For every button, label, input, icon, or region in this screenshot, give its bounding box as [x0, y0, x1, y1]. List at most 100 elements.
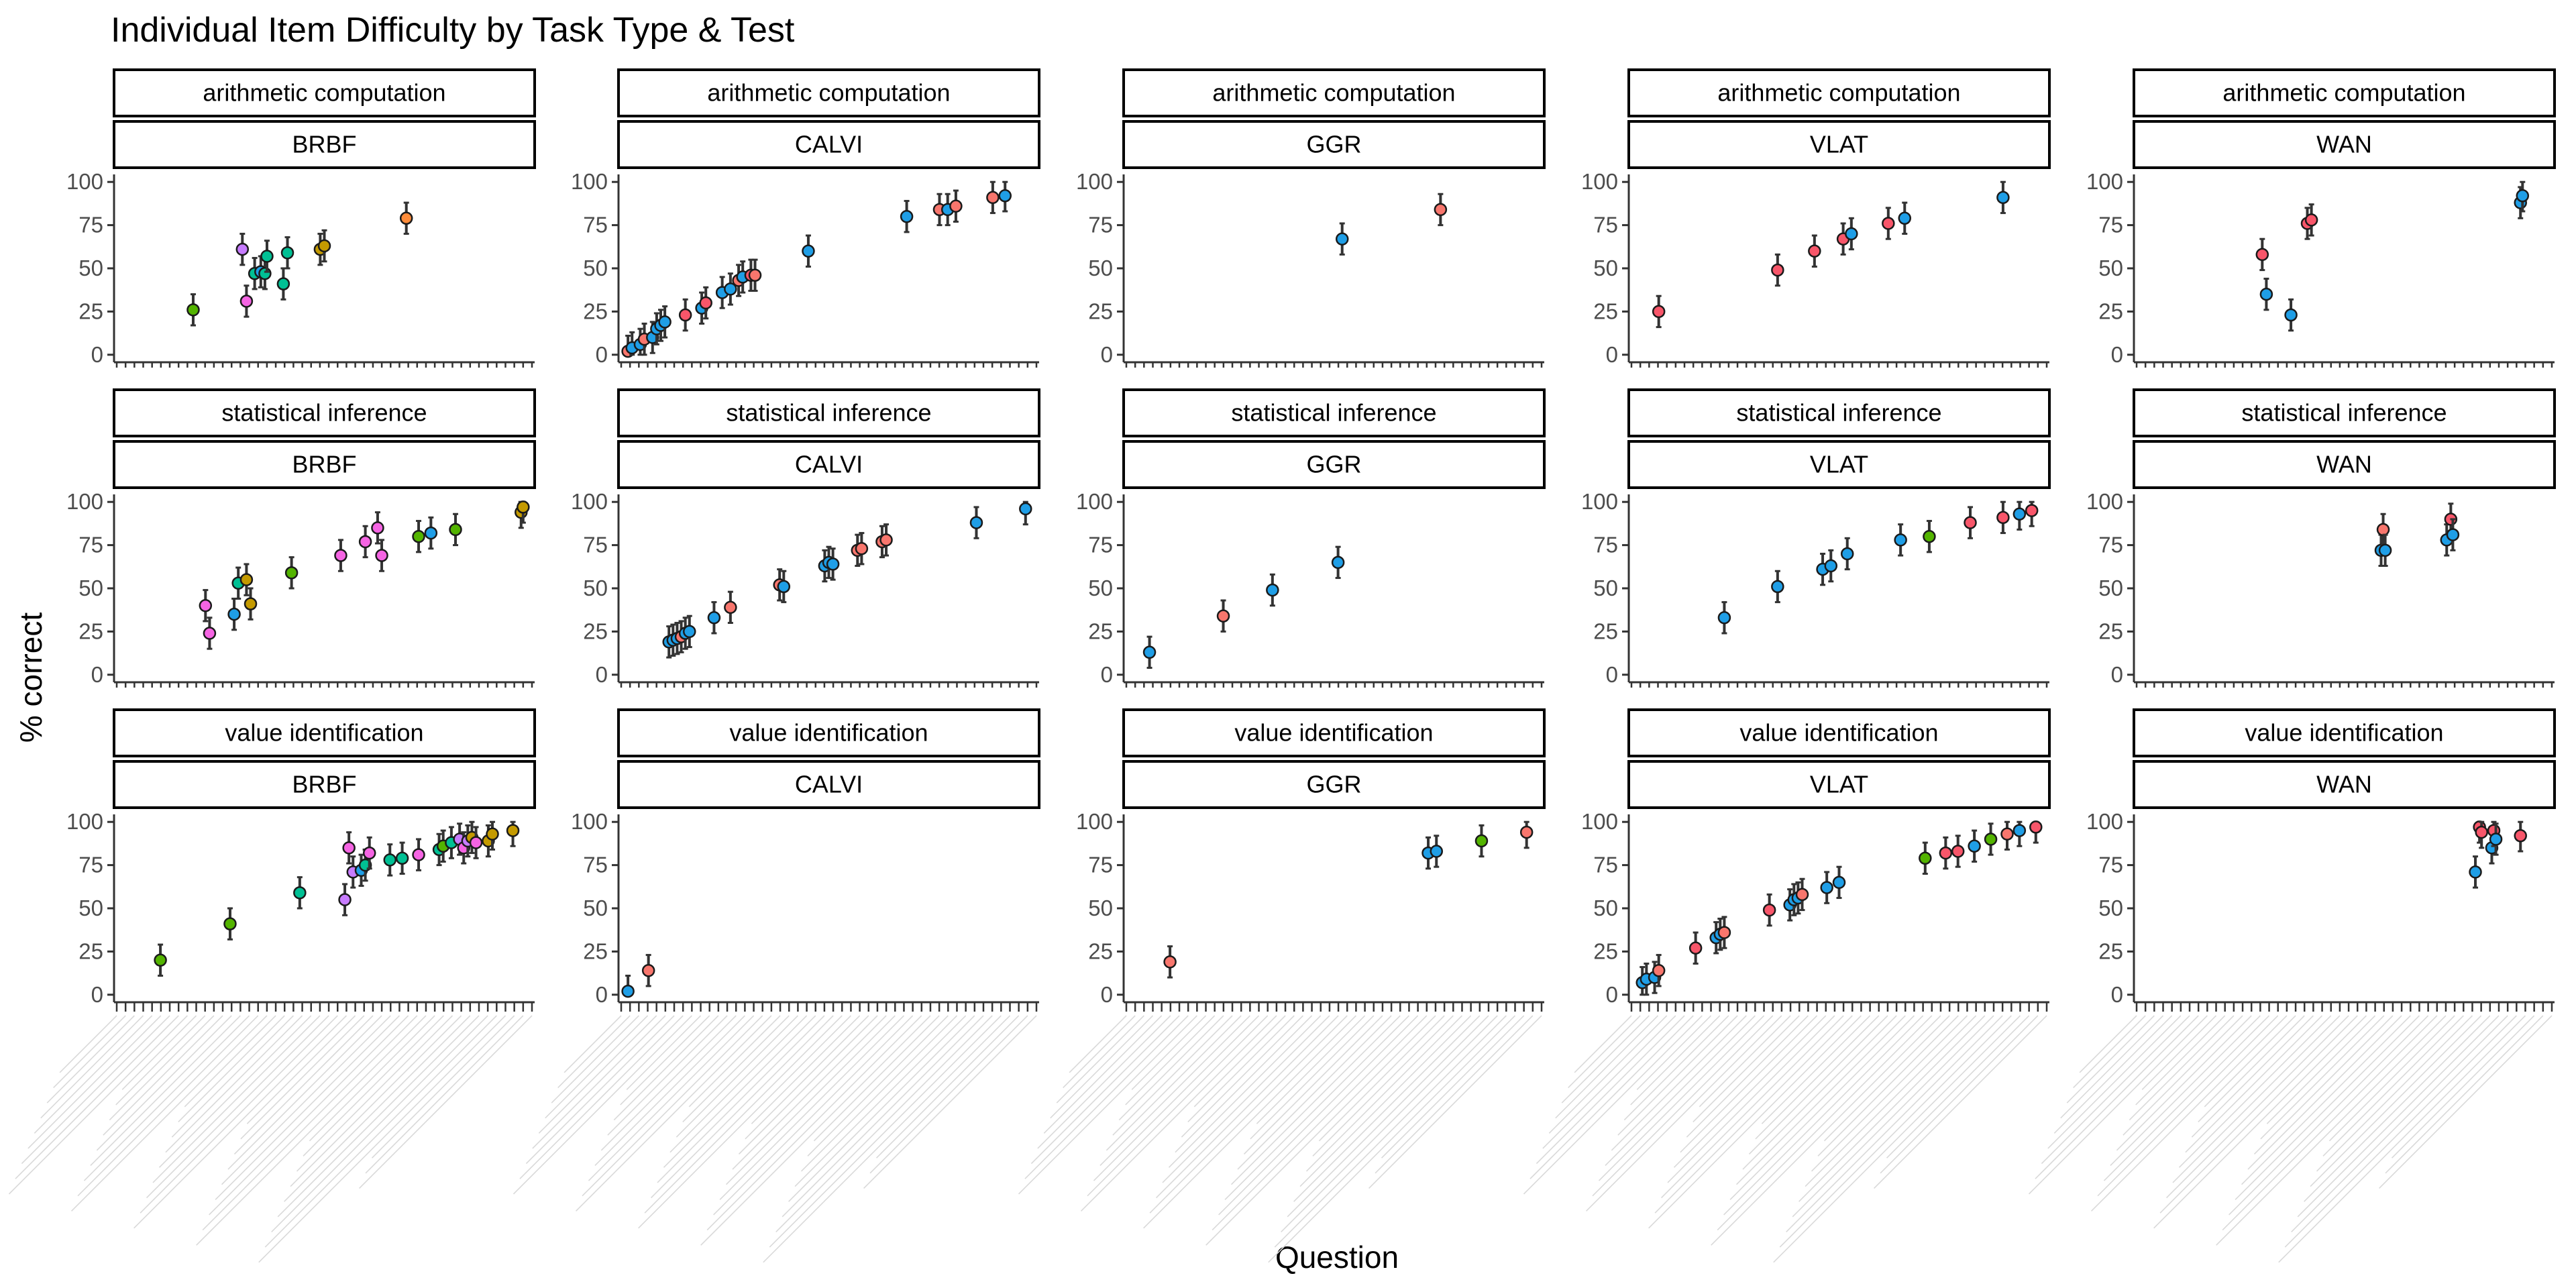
facet-strip-col — [113, 120, 536, 169]
x-tick-label — [1723, 1015, 1924, 1216]
y-tick-label: 25 — [78, 299, 103, 323]
data-point — [2000, 827, 2014, 841]
x-tick-label — [2328, 1015, 2455, 1142]
data-point — [1832, 875, 1846, 890]
data-point — [900, 209, 914, 223]
x-tick-label — [575, 1015, 772, 1212]
data-point — [362, 846, 376, 860]
facet-row-label: arithmetic computation — [203, 79, 445, 107]
x-tick-label — [1274, 1015, 1507, 1248]
y-tick-label: 25 — [2098, 619, 2123, 643]
x-tick-label — [1305, 1015, 1463, 1172]
data-point — [2516, 189, 2530, 203]
data-point — [683, 625, 696, 639]
x-tick-label — [70, 1015, 268, 1212]
data-point — [1795, 888, 1809, 902]
y-tick-label: 50 — [583, 256, 608, 280]
x-tick-label — [2235, 1015, 2420, 1200]
data-point — [293, 886, 307, 900]
data-point — [1845, 227, 1858, 241]
x-tick-label — [1069, 1015, 1127, 1073]
x-tick-label — [2129, 1015, 2235, 1121]
facet-strip-col — [2133, 440, 2556, 489]
facet-strip-row — [113, 708, 536, 757]
x-tick-label — [146, 1015, 329, 1199]
x-tick-label — [1237, 1015, 1392, 1170]
data-point — [2376, 523, 2390, 537]
facet-strip-col — [1627, 120, 2051, 169]
x-tick-label — [1312, 1015, 1454, 1157]
facet-panel: statistical inference WAN 0 25 50 75 100 — [2086, 388, 2556, 688]
x-tick-label — [1056, 1015, 1144, 1104]
facet-row-label: arithmetic computation — [2222, 79, 2465, 107]
data-point — [276, 277, 290, 290]
x-tick-label — [1250, 1015, 1375, 1140]
x-tick-label — [1187, 1015, 1295, 1122]
facet-col-label: GGR — [1306, 131, 1361, 158]
y-tick-label: 0 — [2111, 982, 2123, 1007]
facet-col-label: CALVI — [795, 771, 863, 798]
x-tick-label — [2103, 1015, 2270, 1181]
data-point — [2514, 829, 2527, 843]
x-tick-label — [1568, 1015, 1641, 1089]
y-tick-label: 100 — [66, 809, 103, 834]
x-tick-label — [650, 1015, 834, 1199]
x-tick-label — [1673, 1015, 1827, 1168]
y-tick-label: 25 — [1593, 938, 1618, 963]
x-tick-label — [557, 1015, 631, 1089]
data-point — [1434, 203, 1448, 217]
data-point — [1840, 547, 1854, 561]
x-tick-label — [2253, 1015, 2394, 1155]
x-tick-label — [2379, 1015, 2553, 1189]
x-tick-label — [620, 1015, 710, 1106]
facet-panel: value identification CALVI 0 25 50 75 100 — [513, 708, 1040, 1263]
x-tick-label — [53, 1015, 126, 1089]
x-tick-label — [171, 1015, 294, 1138]
x-tick-label — [233, 1015, 374, 1155]
x-tick-label — [90, 1015, 241, 1167]
x-tick-label — [1735, 1015, 1906, 1185]
facet-col-label: VLAT — [1810, 771, 1868, 798]
y-tick-label: 25 — [1593, 619, 1618, 643]
y-tick-label: 75 — [1593, 213, 1618, 237]
x-tick-label — [706, 1015, 922, 1231]
y-tick-label: 25 — [583, 299, 608, 323]
x-tick-label — [1112, 1015, 1233, 1136]
data-points — [186, 201, 413, 327]
data-point — [707, 611, 721, 625]
y-tick-label: 75 — [1593, 853, 1618, 877]
facet-panel: statistical inference GGR 0 25 50 75 100 — [1076, 388, 1546, 688]
data-points — [621, 180, 1012, 358]
y-tick-label: 50 — [1088, 576, 1113, 600]
y-tick-label: 0 — [2111, 662, 2123, 687]
data-points — [1142, 545, 1345, 669]
x-tick-label — [1162, 1015, 1330, 1183]
x-tick-label — [1224, 1015, 1410, 1200]
x-tick-label — [1106, 1015, 1242, 1151]
x-tick-label — [158, 1015, 312, 1168]
data-point — [1652, 305, 1666, 319]
facet-col-label: VLAT — [1810, 451, 1868, 478]
data-point — [826, 557, 840, 571]
x-tick-label — [2135, 1015, 2226, 1106]
data-point — [1019, 502, 1032, 516]
y-tick-label: 0 — [596, 662, 608, 687]
y-tick-label: 100 — [1581, 489, 1618, 514]
y-tick-label: 100 — [66, 169, 103, 194]
facet-panel: value identification VLAT 0 25 50 75 100 — [1523, 708, 2051, 1263]
facet-strip-row — [1627, 68, 2051, 117]
data-point — [358, 535, 372, 549]
data-point — [1331, 555, 1345, 570]
x-tick-label — [2222, 1015, 2438, 1231]
facet-row-label: value identification — [225, 719, 423, 747]
data-point — [724, 600, 737, 614]
data-point — [338, 893, 352, 906]
x-tick-label — [28, 1015, 162, 1149]
x-tick-label — [8, 1015, 188, 1195]
x-tick-label — [700, 1015, 931, 1246]
x-tick-label — [1529, 1015, 1694, 1179]
data-point — [1919, 851, 1932, 865]
data-point — [1824, 559, 1838, 573]
x-tick-label — [2297, 1015, 2500, 1218]
x-tick-label — [2066, 1015, 2155, 1104]
